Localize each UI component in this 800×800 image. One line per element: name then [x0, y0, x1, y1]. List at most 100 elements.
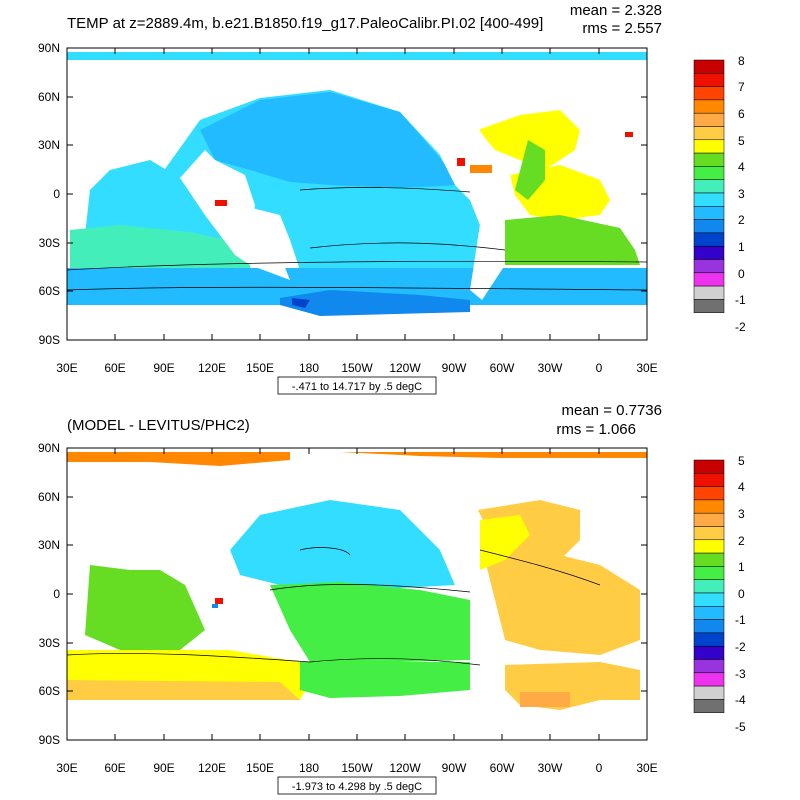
arctic-band-field-east	[340, 452, 647, 458]
lat-label: 60N	[38, 490, 60, 504]
lat-label: 90S	[39, 333, 60, 347]
colorbar-swatch	[693, 259, 725, 274]
colorbar-swatch	[693, 685, 725, 700]
colorbar-swatch	[693, 539, 725, 554]
southern-green-band	[300, 662, 480, 698]
colorbar-swatch	[693, 473, 725, 487]
colorbar-swatch	[693, 126, 725, 141]
colorbar-swatch	[693, 206, 725, 220]
contour-note-box	[277, 376, 437, 395]
southern-ocean-band-field	[67, 268, 647, 305]
colorbar-label: 8	[738, 54, 745, 68]
colorbar-swatch	[693, 192, 725, 207]
lon-label: 150W	[341, 361, 373, 375]
tick-marks	[66, 447, 648, 741]
colorbar-swatch	[693, 179, 725, 194]
colorbar-label: 2	[738, 213, 745, 227]
colorbar-swatch	[693, 272, 725, 287]
rms-label: rms = 2.557	[582, 20, 662, 37]
colorbar-swatch	[693, 232, 725, 247]
colorbar-label: 6	[738, 107, 745, 121]
lon-label: 30E	[636, 361, 657, 375]
latitude-labels: 90N 60N 30N 0 30S 60S 90S	[38, 441, 60, 747]
colorbar-swatch	[693, 459, 725, 474]
latitude-labels: 90N 60N 30N 0 30S 60S 90S	[38, 41, 60, 347]
lon-label: 120E	[198, 761, 226, 775]
colorbar-swatch	[693, 299, 725, 313]
colorbar-swatch	[693, 632, 725, 647]
colorbar-swatch	[693, 499, 725, 514]
lon-label: 90E	[153, 761, 174, 775]
colorbar-label: 4	[738, 160, 745, 174]
colorbar-label: 5	[738, 454, 745, 468]
ross-sea-cold-field	[292, 298, 310, 308]
atlantic-field	[480, 540, 640, 655]
southern-orange-band	[67, 680, 300, 700]
north-pacific-field	[230, 500, 455, 590]
contour-note-box	[277, 776, 437, 795]
colorbar-label: -1	[735, 613, 746, 627]
lat-label: 30S	[39, 636, 60, 650]
colorbar-swatch	[693, 579, 725, 594]
colorbar-label: 1	[738, 560, 745, 574]
hot-spot-mediterranean	[625, 132, 633, 137]
lon-label: 30W	[538, 761, 563, 775]
arctic-band-field	[67, 452, 290, 466]
colorbar-swatch	[693, 59, 725, 74]
colorbar-label: -5	[735, 720, 746, 734]
colorbar-swatch	[693, 73, 725, 87]
south-atlantic-field	[505, 215, 640, 265]
contour-line	[66, 260, 648, 271]
contour-line	[299, 547, 351, 556]
lon-label: 30W	[538, 361, 563, 375]
colorbar-label: 1	[738, 240, 745, 254]
colorbar-swatch	[693, 526, 725, 541]
north-pacific-field	[200, 92, 460, 188]
colorbar-label: -4	[735, 693, 746, 707]
colorbar-swatch	[693, 512, 725, 527]
colorbar-label: 7	[738, 80, 745, 94]
map-area	[66, 48, 648, 340]
lon-label: 90W	[442, 761, 467, 775]
contour-line	[479, 549, 601, 586]
colorbar-swatch	[693, 219, 725, 234]
mean-label: mean = 0.7736	[562, 402, 663, 419]
longitude-labels: 30E 60E 90E 120E 150E 180 150W 120W 90W …	[56, 761, 657, 775]
colorbar-swatch	[693, 566, 725, 580]
hot-spot-caribbean	[457, 158, 465, 166]
colorbar-label: -2	[735, 640, 746, 654]
lon-label: 60W	[490, 761, 515, 775]
lon-label: 150E	[246, 761, 274, 775]
deep-orange-spot	[520, 692, 570, 707]
contour-line	[66, 653, 311, 663]
lon-label: 150E	[246, 361, 274, 375]
colorbar-label: 0	[738, 267, 745, 281]
colorbar-swatch	[693, 672, 725, 687]
lon-label: 60W	[490, 361, 515, 375]
difference-panel: (MODEL - LEVITUS/PHC2) mean = 0.7736 rms…	[0, 400, 800, 800]
lon-label: 120E	[198, 361, 226, 375]
colorbar-label: 0	[738, 587, 745, 601]
colorbar-swatch	[693, 659, 725, 674]
indian-ocean-field	[85, 565, 205, 650]
lat-label: 90N	[38, 41, 60, 55]
contour-line	[66, 286, 648, 291]
colorbar-swatch	[693, 245, 725, 260]
lon-label: 30E	[56, 361, 77, 375]
americas-land-mask	[440, 515, 505, 700]
colorbar-swatch	[693, 166, 725, 180]
colorbar-label: 5	[738, 134, 745, 148]
colorbar-swatch	[693, 486, 725, 501]
lat-label: 60S	[39, 684, 60, 698]
atlantic-yellow-field	[480, 515, 530, 570]
colorbar-labels: 8 7 6 5 4 3 2 1 0 -1 -2	[735, 54, 746, 334]
lat-label: 90S	[39, 733, 60, 747]
indian-ocean-south-field	[70, 225, 250, 268]
lon-label: 180	[299, 761, 319, 775]
contour-line	[309, 658, 481, 666]
lon-label: 120W	[389, 761, 421, 775]
colorbar-label: 2	[738, 534, 745, 548]
temperature-map-figure: TEMP at z=2889.4m, b.e21.B1850.f19_g17.P…	[38, 2, 746, 395]
colorbar-swatch	[693, 99, 725, 114]
lon-label: 90E	[153, 361, 174, 375]
